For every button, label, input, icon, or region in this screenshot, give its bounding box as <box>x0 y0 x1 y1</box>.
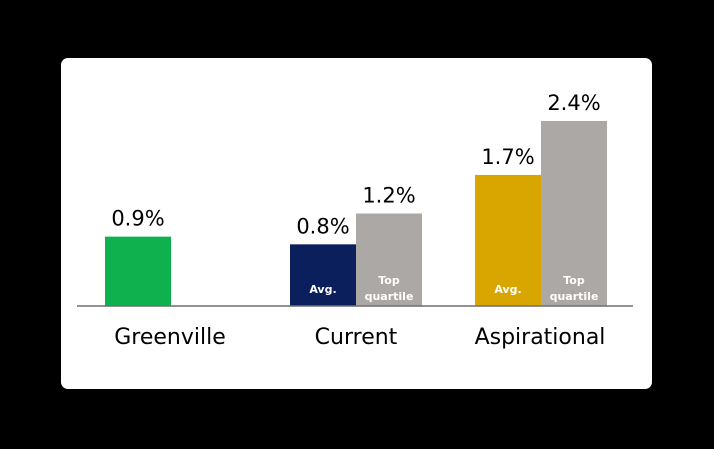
bar-greenville-0 <box>105 236 171 306</box>
bar-current-2 <box>356 213 422 306</box>
data-label-1: 0.8% <box>296 214 349 238</box>
bar-inner-label-1: Avg. <box>309 283 336 296</box>
bar-inner-label-3: Avg. <box>494 283 521 296</box>
bar-inner-label-4-line2: quartile <box>550 290 599 303</box>
category-label-current: Current <box>315 325 398 350</box>
data-label-0: 0.9% <box>111 207 164 231</box>
bar-aspirational-4 <box>541 121 607 306</box>
category-label-greenville: Greenville <box>114 325 226 350</box>
bar-inner-label-2-line2: quartile <box>365 290 414 303</box>
bar-current-1 <box>290 244 356 306</box>
data-label-2: 1.2% <box>362 184 415 208</box>
data-label-4: 2.4% <box>547 91 600 115</box>
data-label-3: 1.7% <box>481 145 534 169</box>
bar-aspirational-3 <box>475 174 541 306</box>
bar-inner-label-4-line1: Top <box>563 274 585 287</box>
bar-inner-label-2-line1: Top <box>378 274 400 287</box>
category-label-aspirational: Aspirational <box>475 325 606 350</box>
